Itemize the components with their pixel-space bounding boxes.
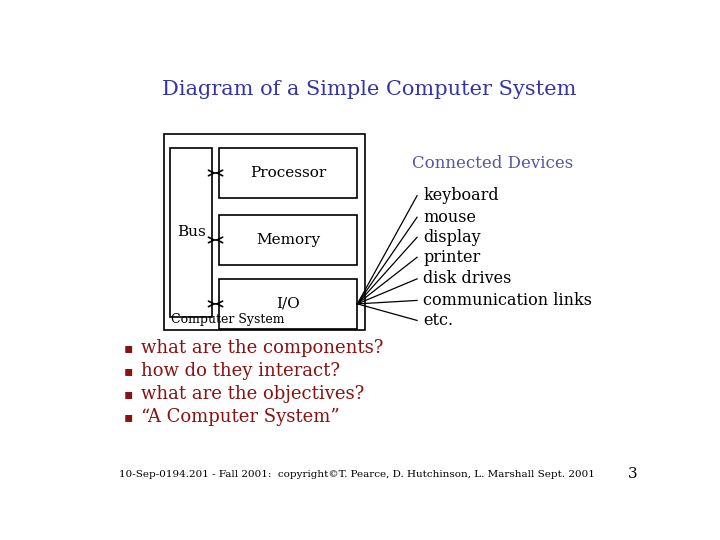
Text: 3: 3: [628, 468, 637, 482]
Text: Bus: Bus: [177, 225, 205, 239]
Bar: [219, 215, 357, 265]
Text: 10-Sep-0194.201 - Fall 2001:  copyright©T. Pearce, D. Hutchinson, L. Marshall Se: 10-Sep-0194.201 - Fall 2001: copyright©T…: [120, 470, 595, 479]
Text: what are the objectives?: what are the objectives?: [141, 386, 364, 403]
Text: ▪: ▪: [124, 364, 133, 378]
Text: communication links: communication links: [423, 292, 593, 309]
Text: display: display: [423, 229, 481, 246]
Text: mouse: mouse: [423, 209, 476, 226]
Text: “A Computer System”: “A Computer System”: [141, 408, 340, 427]
Bar: [163, 134, 365, 330]
Bar: [170, 148, 212, 316]
Text: ▪: ▪: [124, 387, 133, 401]
Text: Connected Devices: Connected Devices: [412, 155, 573, 172]
Text: ▪: ▪: [124, 410, 133, 424]
Bar: [219, 148, 357, 198]
Bar: [219, 279, 357, 329]
Text: etc.: etc.: [423, 312, 454, 329]
Text: ▪: ▪: [124, 341, 133, 355]
Text: Memory: Memory: [256, 233, 320, 247]
Text: keyboard: keyboard: [423, 187, 499, 204]
Text: Diagram of a Simple Computer System: Diagram of a Simple Computer System: [162, 80, 576, 99]
Text: what are the components?: what are the components?: [141, 339, 384, 357]
Text: disk drives: disk drives: [423, 271, 512, 287]
Text: Processor: Processor: [250, 166, 326, 180]
Text: printer: printer: [423, 249, 480, 266]
Text: I/O: I/O: [276, 297, 300, 311]
Text: Computer System: Computer System: [171, 313, 285, 326]
Text: how do they interact?: how do they interact?: [141, 362, 340, 380]
